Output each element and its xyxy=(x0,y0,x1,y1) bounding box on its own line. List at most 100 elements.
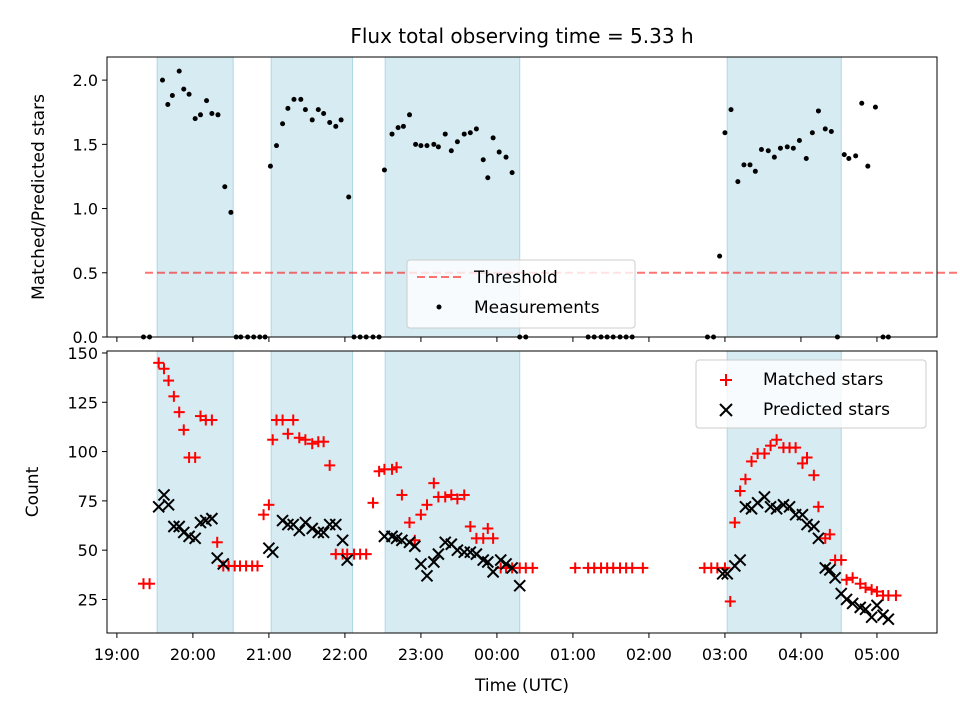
predicted-star-point xyxy=(162,498,175,512)
matched-star-point xyxy=(445,489,457,501)
measurements-series xyxy=(140,68,891,340)
bottom-shaded-spans xyxy=(156,350,842,634)
measurement-point xyxy=(728,107,734,113)
predicted-star-point xyxy=(882,612,895,626)
predicted-star-point xyxy=(312,526,325,539)
matched-star-point xyxy=(267,434,279,446)
measurement-point xyxy=(467,130,473,136)
matched-star-point xyxy=(765,440,777,452)
matched-star-point xyxy=(527,562,539,574)
matched-star-point xyxy=(890,590,902,602)
bottom-shaded-span-1 xyxy=(270,350,354,634)
predicted-star-point xyxy=(823,563,837,577)
matched-stars-series xyxy=(137,357,902,607)
matched-star-point xyxy=(866,584,878,596)
measurement-point xyxy=(197,112,203,118)
top-y-tick-label: 1.5 xyxy=(73,135,98,154)
measurement-point xyxy=(298,96,304,102)
bottom-y-tick-label: 75 xyxy=(78,492,98,511)
matched-star-point xyxy=(734,485,746,497)
predicted-star-point xyxy=(266,545,279,559)
measurement-point xyxy=(267,163,273,169)
top-legend: Threshold Measurements xyxy=(406,259,636,329)
bottom-x-tick-label: 03:00 xyxy=(702,645,748,664)
predicted-star-point xyxy=(486,565,500,579)
measurement-point xyxy=(315,107,321,113)
top-axes-frame xyxy=(106,56,938,338)
matched-star-point xyxy=(282,428,294,440)
predicted-star-point xyxy=(427,555,441,569)
matched-star-point xyxy=(287,414,299,426)
measurement-point xyxy=(509,170,515,176)
measurement-point xyxy=(381,167,387,173)
measurement-point xyxy=(717,253,723,259)
measurement-point xyxy=(503,154,509,160)
matched-star-point xyxy=(569,562,581,574)
measurement-point xyxy=(722,130,728,136)
predicted-star-point xyxy=(716,567,729,581)
measurement-point xyxy=(209,111,215,117)
predicted-star-point xyxy=(293,524,306,537)
predicted-star-point xyxy=(870,599,884,612)
matched-star-point xyxy=(637,562,649,574)
measurement-point xyxy=(803,155,809,161)
predicted-star-point xyxy=(205,512,219,525)
matched-star-point xyxy=(482,522,494,534)
top-legend-box xyxy=(406,259,636,329)
measurement-point xyxy=(865,163,871,169)
matched-star-point xyxy=(421,499,433,511)
bottom-y-tick-label: 50 xyxy=(78,541,98,560)
predicted-legend-marker xyxy=(719,403,733,417)
predicted-star-point xyxy=(451,543,464,557)
predicted-star-point xyxy=(306,522,319,535)
measurement-point xyxy=(424,143,430,149)
predicted-legend-label: Predicted stars xyxy=(763,400,890,420)
measurement-point xyxy=(273,143,279,149)
bottom-x-tick-label: 19:00 xyxy=(94,645,140,664)
matched-legend-label: Matched stars xyxy=(763,370,883,390)
predicted-star-point xyxy=(513,579,526,592)
matched-star-point xyxy=(464,521,476,533)
predicted-star-point xyxy=(152,500,165,513)
measurement-point xyxy=(442,131,448,137)
measurement-point xyxy=(228,209,234,215)
matched-star-point xyxy=(251,560,263,572)
bottom-x-tick-label: 23:00 xyxy=(398,645,444,664)
matched-star-point xyxy=(258,509,270,521)
measurement-point xyxy=(765,148,771,154)
bottom-y-tick-label: 150 xyxy=(67,344,98,363)
predicted-star-point xyxy=(340,553,354,567)
top-y-axis-label: Matched/Predicted stars xyxy=(29,94,49,300)
matched-star-point xyxy=(415,509,427,521)
matched-star-point xyxy=(871,586,883,598)
matched-star-point xyxy=(178,424,190,436)
measurement-point xyxy=(280,121,286,127)
matched-star-point xyxy=(487,532,499,544)
threshold-legend-label: Threshold xyxy=(473,268,558,288)
matched-star-point xyxy=(729,517,741,529)
matched-star-point xyxy=(477,532,489,544)
measurement-point xyxy=(327,120,333,126)
bottom-y-axis-label: Count xyxy=(23,466,43,517)
matched-star-point xyxy=(790,442,802,454)
matched-star-point xyxy=(746,455,758,467)
measurement-point xyxy=(321,111,327,117)
matched-star-point xyxy=(808,469,820,481)
measurement-point xyxy=(815,108,821,114)
predicted-star-point xyxy=(336,534,349,547)
matched-star-point xyxy=(324,459,336,471)
matched-star-point xyxy=(801,451,813,463)
predicted-star-point xyxy=(281,518,295,531)
top-y-tick-label: 0.0 xyxy=(73,328,98,347)
measurement-point xyxy=(389,131,395,137)
measurement-point xyxy=(418,143,424,149)
matched-star-point xyxy=(771,434,783,446)
top-y-ticks: 0.0 0.5 1.0 1.5 2.0 xyxy=(73,71,107,347)
measurement-point xyxy=(828,128,834,134)
matched-star-point xyxy=(458,489,470,501)
matched-star-point xyxy=(451,493,463,505)
predicted-star-point xyxy=(758,490,771,504)
bottom-y-tick-label: 25 xyxy=(78,590,98,609)
matched-star-point xyxy=(277,414,289,426)
predicted-star-point xyxy=(188,532,202,545)
